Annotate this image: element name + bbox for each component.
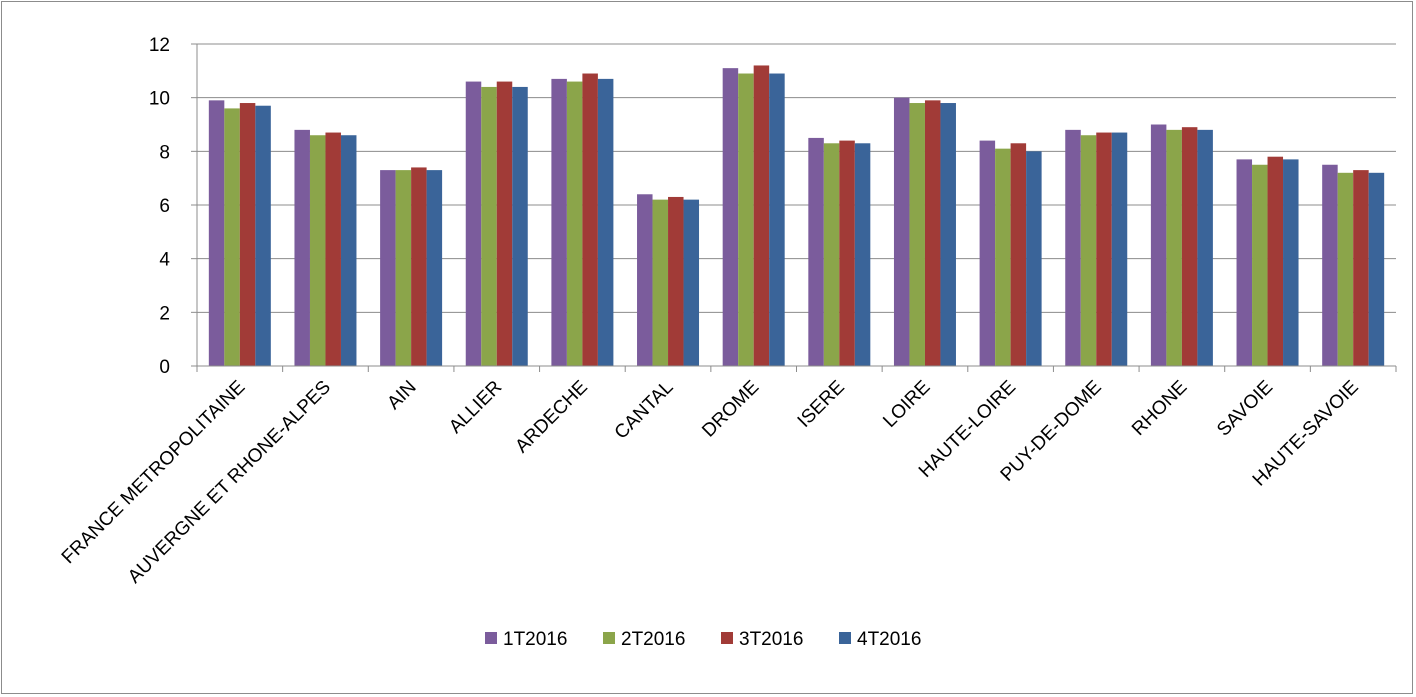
y-tick-label: 2	[159, 303, 170, 324]
bar	[411, 167, 427, 366]
bar	[769, 73, 785, 367]
legend-label: 2T2016	[621, 629, 685, 650]
y-tick-label: 0	[159, 357, 170, 378]
legend-swatch	[721, 632, 733, 644]
bar	[465, 81, 482, 367]
bar	[823, 143, 840, 366]
x-tick-label: SAVOIE	[1213, 377, 1277, 441]
bar	[808, 137, 824, 366]
bar	[854, 143, 871, 366]
bar	[1368, 172, 1385, 366]
bar	[1065, 129, 1081, 366]
bar	[753, 65, 770, 366]
x-tick-label: ALLIER	[445, 377, 506, 438]
bar	[1096, 132, 1112, 366]
bar	[340, 135, 357, 366]
legend-swatch	[485, 632, 497, 644]
bar	[255, 105, 271, 366]
bar	[309, 135, 326, 366]
bar	[839, 140, 855, 366]
x-tick-label: ISERE	[794, 377, 849, 432]
bar	[909, 103, 925, 367]
bar	[893, 97, 910, 367]
bar	[1150, 124, 1167, 366]
legend-swatch	[603, 632, 615, 644]
x-tick-label: ARDECHE	[511, 377, 592, 458]
legend-swatch	[839, 632, 851, 644]
bars	[208, 65, 1385, 367]
bar	[1353, 170, 1369, 366]
bar	[325, 132, 341, 366]
bar	[995, 148, 1011, 366]
bar	[481, 86, 497, 366]
x-tick-label: RHONE	[1128, 377, 1191, 440]
bar	[426, 170, 443, 366]
legend-label: 3T2016	[739, 629, 803, 650]
x-tick-label: AIN	[383, 377, 420, 414]
x-tick-label: CANTAL	[611, 377, 678, 444]
bar	[1337, 172, 1354, 366]
bar	[208, 100, 225, 366]
bar	[940, 103, 956, 367]
bar	[1283, 159, 1299, 366]
bar	[582, 73, 598, 367]
bar	[224, 108, 240, 367]
y-tick-label: 4	[159, 250, 170, 271]
bar	[1111, 132, 1128, 366]
bar	[1080, 135, 1097, 366]
axes	[191, 43, 1397, 372]
bar	[1197, 129, 1213, 366]
bar	[1267, 156, 1284, 366]
bar	[1166, 129, 1182, 366]
bar	[722, 68, 739, 367]
legend: 1T2016 2T2016 3T2016 4T2016	[485, 629, 921, 650]
x-tick-label: DROME	[698, 377, 763, 442]
x-tick-label: FRANCE METROPOLITAINE	[58, 377, 250, 569]
bar	[979, 140, 996, 366]
bar	[738, 73, 754, 367]
legend-label: 1T2016	[503, 629, 567, 650]
bar	[924, 100, 941, 366]
bar	[1236, 159, 1253, 366]
bar	[239, 103, 256, 367]
gridlines	[197, 43, 1396, 313]
y-tick-label: 12	[149, 35, 170, 56]
x-tick-label: LOIRE	[879, 377, 934, 432]
bar	[1322, 164, 1338, 366]
bar	[1010, 143, 1027, 366]
y-tick-label: 10	[149, 89, 170, 110]
bar	[668, 196, 684, 366]
bar	[566, 81, 583, 367]
bar	[1252, 164, 1268, 366]
y-tick-label: 6	[159, 196, 170, 217]
bar	[683, 199, 700, 366]
y-tick-labels: 0 2 4 6 8 10 12	[149, 35, 171, 378]
y-tick-label: 8	[159, 142, 170, 163]
bar	[380, 170, 396, 366]
bar	[597, 78, 614, 366]
bar	[1181, 127, 1198, 366]
bar	[551, 78, 567, 366]
bar	[1026, 151, 1042, 366]
bar	[652, 199, 669, 366]
legend-label: 4T2016	[857, 629, 921, 650]
bar	[637, 194, 653, 366]
bar	[395, 170, 412, 366]
bar	[294, 129, 310, 366]
bar	[512, 86, 528, 366]
bar	[496, 81, 513, 367]
